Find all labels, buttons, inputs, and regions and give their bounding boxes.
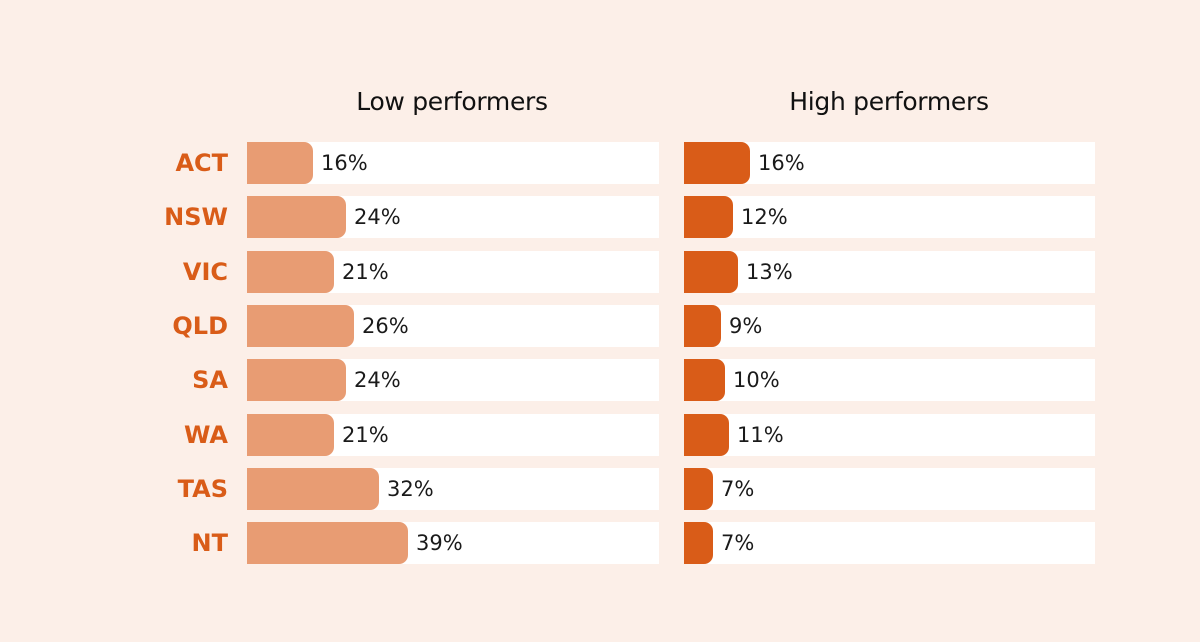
bar-track-low-tas: 32% <box>247 468 659 510</box>
bar-low-sa <box>247 359 346 401</box>
bar-track-high-sa: 10% <box>684 359 1095 401</box>
bar-track-low-vic: 21% <box>247 251 659 293</box>
bar-track-high-act: 16% <box>684 142 1095 184</box>
bar-high-vic <box>684 251 738 293</box>
value-label-low-sa: 24% <box>354 368 401 392</box>
value-label-high-nt: 7% <box>721 531 755 555</box>
bar-high-wa <box>684 414 729 456</box>
category-label-tas: TAS <box>177 475 228 503</box>
bar-high-nsw <box>684 196 733 238</box>
bar-track-low-sa: 24% <box>247 359 659 401</box>
bar-low-nsw <box>247 196 346 238</box>
value-label-low-qld: 26% <box>362 314 409 338</box>
panel-title-high: High performers <box>789 87 989 116</box>
bar-track-low-nsw: 24% <box>247 196 659 238</box>
value-label-high-act: 16% <box>758 151 805 175</box>
value-label-low-vic: 21% <box>342 260 389 284</box>
value-label-low-act: 16% <box>321 151 368 175</box>
bar-track-low-wa: 21% <box>247 414 659 456</box>
bar-high-sa <box>684 359 725 401</box>
bar-high-act <box>684 142 750 184</box>
bar-low-tas <box>247 468 379 510</box>
category-label-vic: VIC <box>182 258 228 286</box>
value-label-high-nsw: 12% <box>741 205 788 229</box>
value-label-low-tas: 32% <box>387 477 434 501</box>
bar-low-vic <box>247 251 334 293</box>
bar-low-act <box>247 142 313 184</box>
value-label-high-sa: 10% <box>733 368 780 392</box>
category-label-act: ACT <box>175 149 228 177</box>
bar-track-low-act: 16% <box>247 142 659 184</box>
value-label-high-qld: 9% <box>729 314 763 338</box>
bar-track-high-qld: 9% <box>684 305 1095 347</box>
bar-high-nt <box>684 522 713 564</box>
value-label-high-vic: 13% <box>746 260 793 284</box>
value-label-low-wa: 21% <box>342 423 389 447</box>
category-label-nt: NT <box>191 529 228 557</box>
value-label-low-nt: 39% <box>416 531 463 555</box>
bar-high-qld <box>684 305 721 347</box>
value-label-low-nsw: 24% <box>354 205 401 229</box>
category-label-wa: WA <box>184 421 228 449</box>
value-label-high-wa: 11% <box>737 423 784 447</box>
panel-title-low: Low performers <box>356 87 548 116</box>
bar-track-high-nsw: 12% <box>684 196 1095 238</box>
value-label-high-tas: 7% <box>721 477 755 501</box>
category-label-sa: SA <box>192 366 228 394</box>
bar-track-high-vic: 13% <box>684 251 1095 293</box>
category-label-nsw: NSW <box>164 203 228 231</box>
bar-low-wa <box>247 414 334 456</box>
bar-track-low-nt: 39% <box>247 522 659 564</box>
bar-low-nt <box>247 522 408 564</box>
category-label-qld: QLD <box>172 312 228 340</box>
bar-high-tas <box>684 468 713 510</box>
bar-low-qld <box>247 305 354 347</box>
bar-track-high-wa: 11% <box>684 414 1095 456</box>
bar-track-high-nt: 7% <box>684 522 1095 564</box>
bar-track-low-qld: 26% <box>247 305 659 347</box>
bar-track-high-tas: 7% <box>684 468 1095 510</box>
